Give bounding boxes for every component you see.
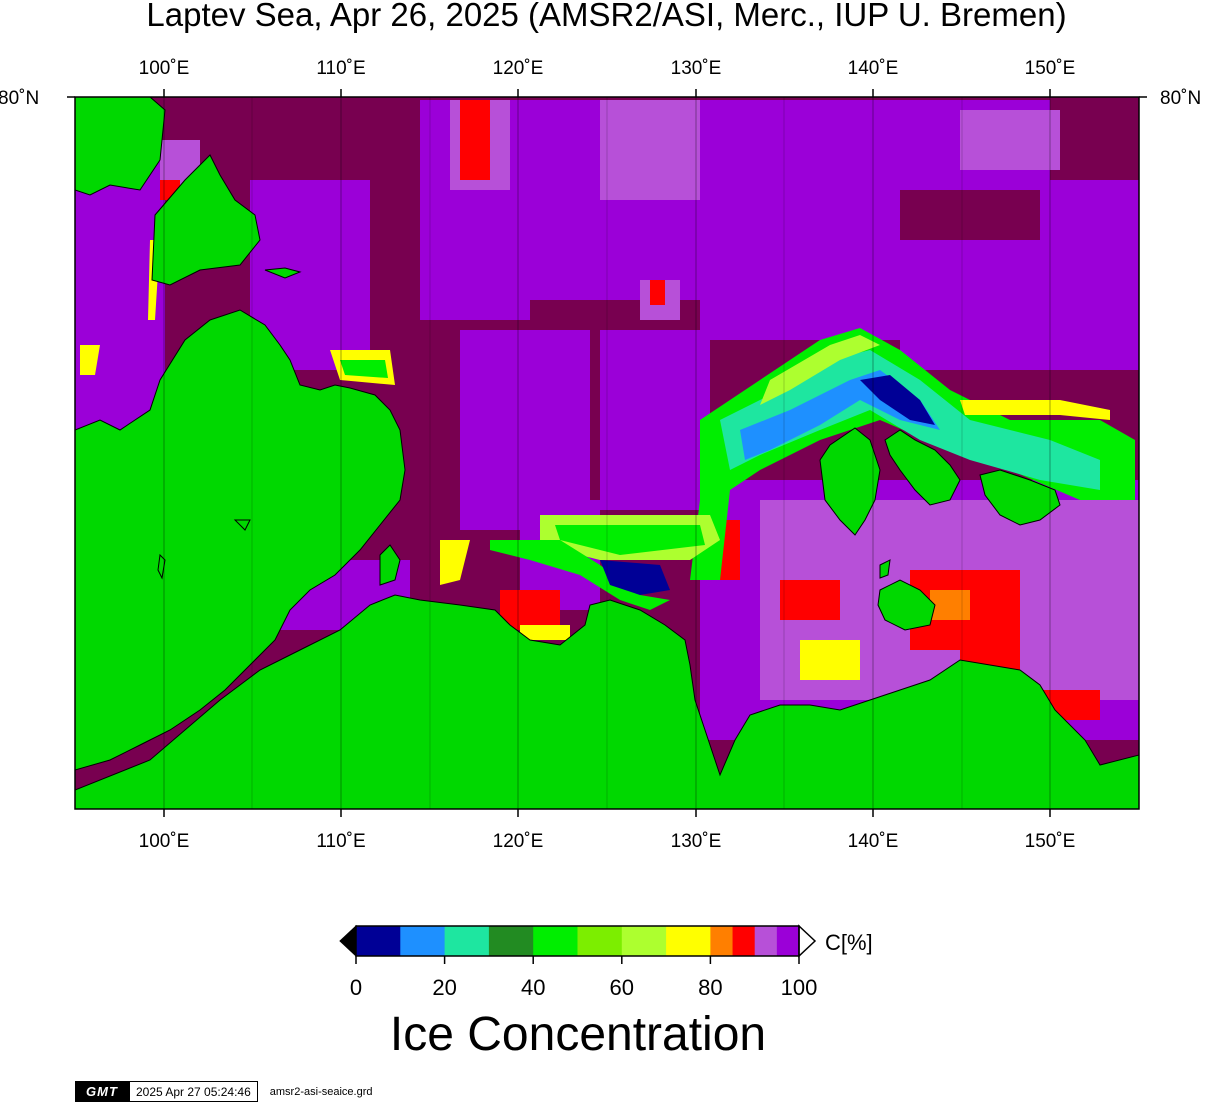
colorbar-low-triangle — [339, 924, 357, 958]
lon-label-150-top: 150˚E — [1025, 58, 1076, 79]
colorbar-bin-90-95 — [754, 926, 778, 956]
filename-text: amsr2-asi-seaice.grd — [269, 1085, 373, 1098]
colorbar-ticks — [355, 956, 800, 964]
colorbar-bin-60-70 — [621, 926, 667, 956]
colorbar-tick-80: 80 — [698, 975, 722, 1000]
lon-label-100-top: 100˚E — [139, 58, 190, 79]
colorbar-title: Ice Concentration — [390, 1008, 766, 1061]
colorbar-bin-20-30 — [444, 926, 490, 956]
colorbar-bins — [356, 926, 800, 956]
lon-label-110-bottom: 110˚E — [316, 831, 365, 852]
map-frame — [74, 96, 1140, 810]
colorbar-bin-50-60 — [577, 926, 623, 956]
colorbar-frame — [355, 925, 800, 957]
colorbar-bin-10-20 — [400, 926, 446, 956]
lon-label-110-top: 110˚E — [316, 58, 365, 79]
lon-labels-top: 100˚E 110˚E 120˚E 130˚E 140˚E 150˚E — [139, 58, 1076, 79]
colorbar-bin-0-10 — [356, 926, 401, 956]
colorbar: 0 20 40 60 80 100 C[%] Ice Concentration — [339, 924, 873, 1061]
axis-ticks — [67, 89, 1147, 817]
lat-label-right: 80˚N — [1160, 88, 1201, 109]
colorbar-bin-95-100 — [776, 926, 800, 956]
marginal-ice-band — [80, 240, 1135, 610]
colorbar-tick-100: 100 — [781, 975, 818, 1000]
colorbar-tick-60: 60 — [610, 975, 634, 1000]
graticule — [163, 97, 1051, 809]
colorbar-bin-85-90 — [732, 926, 756, 956]
colorbar-tick-labels: 0 20 40 60 80 100 — [350, 975, 817, 1000]
lon-label-120-bottom: 120˚E — [493, 831, 544, 852]
lon-label-140-bottom: 140˚E — [848, 831, 899, 852]
lon-label-150-bottom: 150˚E — [1025, 831, 1076, 852]
lon-labels-bottom: 100˚E 110˚E 120˚E 130˚E 140˚E 150˚E — [139, 831, 1076, 852]
colorbar-tick-40: 40 — [521, 975, 545, 1000]
colorbar-unit-label: C[%] — [825, 930, 873, 955]
colorbar-bin-30-40 — [488, 926, 534, 956]
lon-label-120-top: 120˚E — [493, 58, 544, 79]
lon-label-100-bottom: 100˚E — [139, 831, 190, 852]
colorbar-tick-0: 0 — [350, 975, 362, 1000]
lon-label-130-bottom: 130˚E — [671, 831, 722, 852]
lat-label-left: 80˚N — [0, 88, 39, 109]
colorbar-tick-20: 20 — [432, 975, 456, 1000]
timestamp-text: 2025 Apr 27 05:24:46 — [129, 1081, 258, 1102]
gmt-logo: GMT — [75, 1081, 129, 1102]
map-area — [75, 97, 1139, 809]
gmt-timestamp: GMT 2025 Apr 27 05:24:46 amsr2-asi-seaic… — [75, 1081, 372, 1102]
colorbar-bin-80-85 — [710, 926, 734, 956]
colorbar-bin-40-50 — [533, 926, 578, 956]
map-title: Laptev Sea, Apr 26, 2025 (AMSR2/ASI, Mer… — [146, 0, 1067, 33]
colorbar-high-triangle — [798, 924, 817, 958]
lon-label-140-top: 140˚E — [848, 58, 899, 79]
lon-label-130-top: 130˚E — [671, 58, 722, 79]
colorbar-bin-70-80 — [666, 926, 711, 956]
